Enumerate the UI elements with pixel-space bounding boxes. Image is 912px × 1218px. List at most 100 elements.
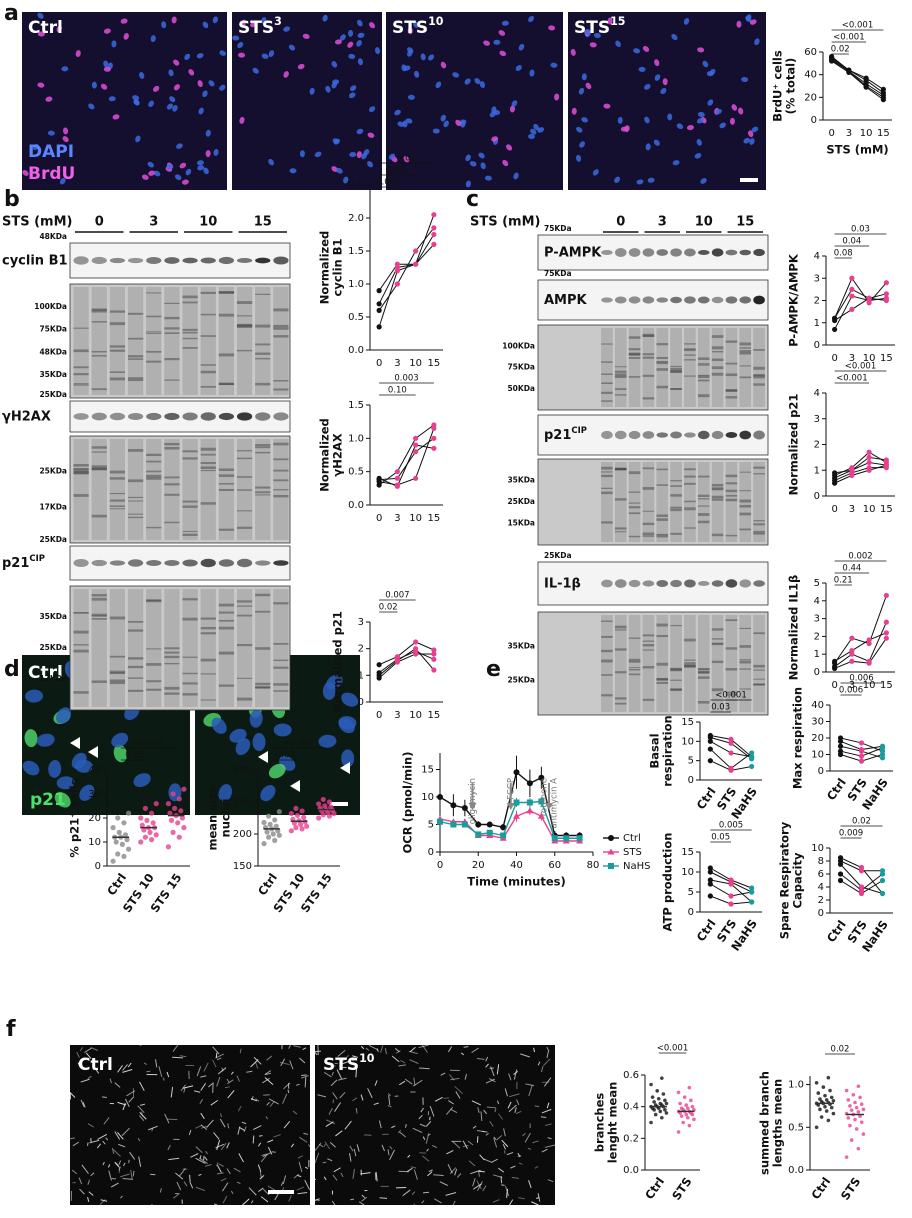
nucleus <box>671 34 678 41</box>
protein-label: p21CIP <box>544 425 587 443</box>
x-tick-label: 3 <box>846 128 852 139</box>
mitochondrion <box>361 1045 365 1050</box>
mitochondrion <box>69 1137 75 1140</box>
point <box>150 820 156 826</box>
mitochondrion <box>376 1048 379 1052</box>
mitochondrion <box>355 1108 358 1114</box>
mitochondrion <box>69 1092 76 1098</box>
point <box>122 832 129 838</box>
weight-marker: 25KDa <box>39 535 67 544</box>
point <box>849 1108 854 1112</box>
nucleus <box>37 12 44 19</box>
y-tick-label: 10 <box>88 837 101 848</box>
mitochondrion <box>76 1051 80 1058</box>
nucleus <box>570 48 576 56</box>
mitochondrion <box>100 1199 108 1202</box>
point <box>299 826 305 832</box>
mitochondrion <box>302 1047 307 1051</box>
replicate-line <box>379 437 435 481</box>
point <box>829 1105 834 1110</box>
mitochondrion <box>352 1059 357 1062</box>
mitochondrion <box>102 1140 106 1145</box>
mitochondrion <box>399 1131 406 1138</box>
nucleus <box>709 68 716 76</box>
band <box>670 248 682 257</box>
legend-label: STS <box>623 847 642 858</box>
point <box>272 817 278 823</box>
nucleus <box>54 792 71 808</box>
point <box>124 837 130 843</box>
mitochondrion <box>183 1087 186 1093</box>
point <box>394 261 400 267</box>
nucleus <box>331 61 338 68</box>
y-tick-label: 1.0 <box>348 433 364 444</box>
p-value: <0.001 <box>836 374 867 384</box>
mitochondrion <box>216 1139 221 1151</box>
mitochondrion <box>420 1107 424 1113</box>
nucleus <box>581 117 589 123</box>
band <box>273 560 289 566</box>
point <box>728 750 734 756</box>
lane <box>656 462 669 542</box>
nucleus <box>332 79 340 85</box>
lane <box>628 328 641 407</box>
x-tick-label: Ctrl <box>824 918 849 945</box>
band <box>739 579 752 588</box>
mitochondrion <box>139 1044 142 1047</box>
arrowhead <box>258 751 268 763</box>
p-value: 0.44 <box>842 564 861 574</box>
point <box>679 1106 684 1111</box>
nucleus <box>584 29 592 35</box>
protein-label: cyclin B1 <box>2 253 68 268</box>
weight-marker: 15KDa <box>507 519 535 528</box>
y-tick-label: 0.0 <box>348 345 364 356</box>
mitochondrion <box>477 1170 480 1177</box>
nucleus <box>459 119 467 125</box>
mitochondrion <box>485 1132 489 1136</box>
mitochondrion <box>544 1123 552 1126</box>
nucleus <box>185 168 192 176</box>
nucleus <box>219 84 226 91</box>
micrograph <box>22 12 227 190</box>
lane <box>601 328 613 407</box>
mitochondrion <box>241 1121 247 1125</box>
nucleus <box>479 81 486 89</box>
point <box>142 834 149 840</box>
mitochondrion <box>427 1171 433 1177</box>
mitochondrion <box>318 1143 324 1148</box>
mitochondrion <box>219 1118 226 1128</box>
nucleus <box>48 759 62 778</box>
point <box>276 832 282 838</box>
marker <box>437 794 443 800</box>
lane <box>739 615 752 712</box>
point <box>879 745 886 751</box>
point <box>832 315 838 321</box>
y-tick-label: 0.0 <box>788 1165 804 1176</box>
nucleus <box>59 177 66 185</box>
nucleus <box>452 72 460 78</box>
point <box>175 820 181 826</box>
mitochondrion <box>151 1203 153 1206</box>
protein-label-sup: CIP <box>571 425 587 435</box>
nucleus <box>325 85 331 93</box>
point <box>431 435 437 441</box>
point <box>858 740 865 746</box>
x-tick-label: Ctrl <box>694 785 719 812</box>
nucleus <box>356 151 362 159</box>
marker <box>513 769 520 776</box>
mitochondrion <box>501 1139 509 1148</box>
y-tick-label: 1 <box>814 318 820 329</box>
marker <box>526 799 533 806</box>
replicate-line <box>831 56 884 90</box>
mitochondrion <box>471 1047 479 1054</box>
nucleus <box>480 162 486 170</box>
mitochondrion <box>480 1111 483 1122</box>
scale-bar <box>330 802 348 806</box>
weight-marker: 25KDa <box>39 643 67 652</box>
point <box>653 1112 658 1117</box>
mitochondrion <box>139 1081 145 1091</box>
mitochondrion <box>268 1098 279 1105</box>
nucleus <box>745 15 752 23</box>
p-value: 0.02 <box>379 603 398 613</box>
point <box>650 1095 655 1099</box>
